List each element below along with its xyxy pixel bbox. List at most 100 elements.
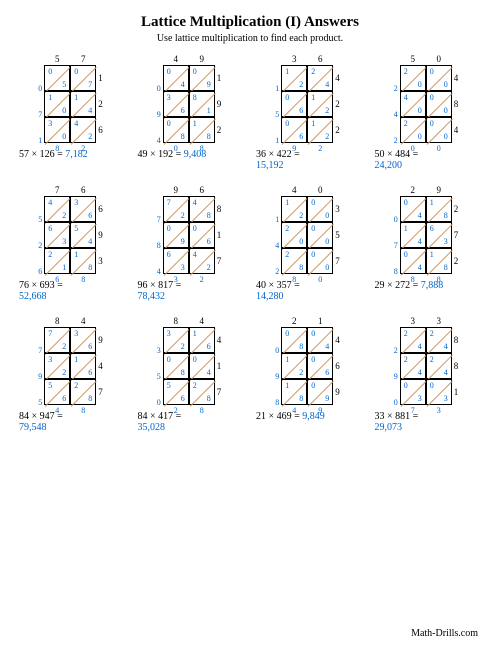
lattice-cell: 72 (163, 196, 189, 222)
lattice-cell: 30 (44, 117, 70, 143)
lattice-cell: 28 (189, 379, 215, 405)
lattice-cell: 72 (44, 327, 70, 353)
diagonal-sums-bottom: 48 (44, 406, 96, 415)
lattice-cell: 06 (307, 353, 333, 379)
lattice-cell: 24 (400, 327, 426, 353)
lattice-cell: 54 (70, 222, 96, 248)
lattice-cell: 12 (281, 196, 307, 222)
lattice-cell: 00 (307, 196, 333, 222)
multiplier-digits: 881 (454, 327, 459, 405)
lattice-cell: 09 (307, 379, 333, 405)
multiplicand-digits: 96 (163, 185, 229, 195)
lattice-cell: 00 (307, 248, 333, 274)
lattice-cell: 08 (163, 353, 189, 379)
diagonal-sums-bottom: 68 (44, 275, 96, 284)
lattice-cell: 28 (70, 379, 96, 405)
multiplicand-digits: 57 (44, 54, 110, 64)
lattice-cell: 12 (281, 353, 307, 379)
problem-grid: 570507101430421260718257 × 126 = 7,182 49… (18, 52, 482, 441)
lattice-problem: 361224061206124221519236 × 422 =15,192 (255, 52, 364, 179)
lattice-cell: 04 (307, 327, 333, 353)
lattice-cell: 24 (426, 327, 452, 353)
lattice-cell: 36 (70, 327, 96, 353)
lattice-cell: 00 (426, 117, 452, 143)
lattice-cell: 00 (426, 65, 452, 91)
lattice-cell: 24 (426, 353, 452, 379)
lattice-cell: 18 (426, 196, 452, 222)
lattice-cell: 00 (426, 91, 452, 117)
lattice-cell: 06 (281, 91, 307, 117)
lattice-cell: 81 (189, 91, 215, 117)
diagonal-sums-bottom: 32 (163, 275, 215, 284)
diagonal-sums-bottom: 73 (400, 406, 452, 415)
lattice-cell: 16 (70, 353, 96, 379)
lattice-cell: 07 (70, 65, 96, 91)
multiplicand-digits: 50 (400, 54, 466, 64)
lattice-cell: 08 (281, 327, 307, 353)
lattice-cell: 08 (163, 117, 189, 143)
lattice-cell: 20 (281, 222, 307, 248)
lattice-problem: 210804120618094690984921 × 469 = 9,849 (255, 314, 364, 441)
lattice-cell: 56 (44, 379, 70, 405)
lattice-cell: 20 (400, 65, 426, 91)
lattice-cell: 18 (426, 248, 452, 274)
multiplicand-digits: 76 (44, 185, 110, 195)
multiplicand-digits: 84 (44, 316, 110, 326)
multiplicand-digits: 36 (281, 54, 347, 64)
lattice-cell: 32 (44, 353, 70, 379)
multiplier-digits: 357 (335, 196, 340, 274)
multiplier-digits: 126 (98, 65, 103, 143)
multiplier-digits: 469 (335, 327, 340, 405)
lattice-cell: 42 (44, 196, 70, 222)
lattice-problem: 843216080456284173502884 × 417 =35,028 (137, 314, 246, 441)
lattice-cell: 03 (426, 379, 452, 405)
lattice-cell: 56 (163, 379, 189, 405)
lattice-cell: 14 (400, 222, 426, 248)
lattice-problem: 290418146304182720788829 × 272 = 7,888 (374, 183, 483, 310)
lattice-cell: 06 (281, 117, 307, 143)
multiplier-digits: 272 (454, 196, 459, 274)
diagonal-sums-bottom: 88 (400, 275, 452, 284)
multiplier-digits: 484 (454, 65, 459, 143)
lattice-cell: 09 (189, 65, 215, 91)
lattice-cell: 18 (70, 248, 96, 274)
lattice-cell: 42 (70, 117, 96, 143)
lattice-cell: 18 (189, 117, 215, 143)
lattice-cell: 63 (163, 248, 189, 274)
lattice-cell: 16 (189, 327, 215, 353)
multiplicand-digits: 29 (400, 185, 466, 195)
diagonal-sums-bottom: 49 (281, 406, 333, 415)
lattice-cell: 21 (44, 248, 70, 274)
lattice-cell: 12 (307, 117, 333, 143)
multiplier-digits: 192 (217, 65, 222, 143)
multiplicand-digits: 49 (163, 54, 229, 64)
lattice-problem: 764236635421186935266876 × 693 =52,668 (18, 183, 127, 310)
lattice-cell: 63 (44, 222, 70, 248)
multiplier-digits: 693 (98, 196, 103, 274)
footer-text: Math-Drills.com (411, 628, 478, 639)
worksheet-page: Lattice Multiplication (I) Answers Use l… (0, 0, 500, 647)
multiplicand-digits: 84 (163, 316, 229, 326)
lattice-cell: 24 (400, 353, 426, 379)
lattice-cell: 10 (44, 91, 70, 117)
multiplier-digits: 417 (217, 327, 222, 405)
multiplicand-digits: 33 (400, 316, 466, 326)
lattice-problem: 967248090663428177843296 × 817 =78,432 (137, 183, 246, 310)
multiplicand-digits: 40 (281, 185, 347, 195)
lattice-cell: 00 (307, 222, 333, 248)
lattice-cell: 05 (44, 65, 70, 91)
lattice-cell: 14 (70, 91, 96, 117)
diagonal-sums-bottom: 08 (163, 144, 215, 153)
multiplicand-digits: 21 (281, 316, 347, 326)
lattice-problem: 490409368108181920940849 × 192 = 9,408 (137, 52, 246, 179)
lattice-cell: 20 (400, 117, 426, 143)
lattice-cell: 04 (400, 196, 426, 222)
multiplier-digits: 947 (98, 327, 103, 405)
diagonal-sums-bottom: 80 (281, 275, 333, 284)
multiplier-digits: 422 (335, 65, 340, 143)
lattice-problem: 570507101430421260718257 × 126 = 7,182 (18, 52, 127, 179)
diagonal-sums-bottom: 28 (163, 406, 215, 415)
lattice-problem: 332424242403038812907333 × 881 =29,073 (374, 314, 483, 441)
lattice-cell: 63 (426, 222, 452, 248)
lattice-cell: 06 (189, 222, 215, 248)
